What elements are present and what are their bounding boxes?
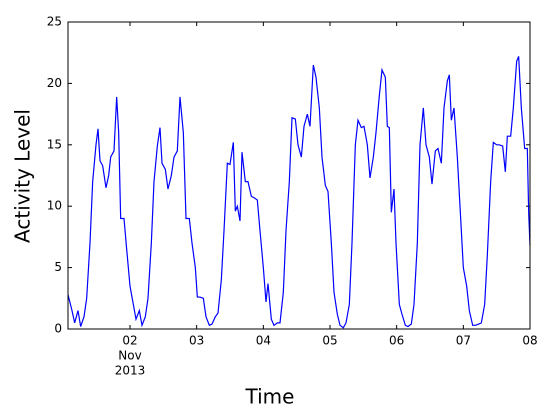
x-tick-label: 07 xyxy=(456,334,471,348)
y-axis-label: Activity Level xyxy=(11,109,35,243)
plot-frame xyxy=(67,21,531,330)
x-tick-label: 02 xyxy=(122,334,137,348)
y-tick-label: 0 xyxy=(54,322,62,336)
x-axis-label: Time xyxy=(245,385,295,409)
data-line xyxy=(67,56,531,329)
x-tick-label: 05 xyxy=(322,334,337,348)
y-tick-label: 15 xyxy=(47,137,62,151)
y-tick-label: 25 xyxy=(47,15,62,29)
y-tick-label: 10 xyxy=(47,199,62,213)
x-offset-label: 2013 xyxy=(115,364,146,378)
x-tick-label: 08 xyxy=(522,334,537,348)
x-tick-label: 03 xyxy=(189,334,204,348)
x-tick-label: 04 xyxy=(256,334,271,348)
x-offset-label: Nov xyxy=(118,349,141,363)
y-tick-label: 20 xyxy=(47,76,62,90)
x-tick-label: 06 xyxy=(389,334,404,348)
y-tick-label: 5 xyxy=(54,260,62,274)
